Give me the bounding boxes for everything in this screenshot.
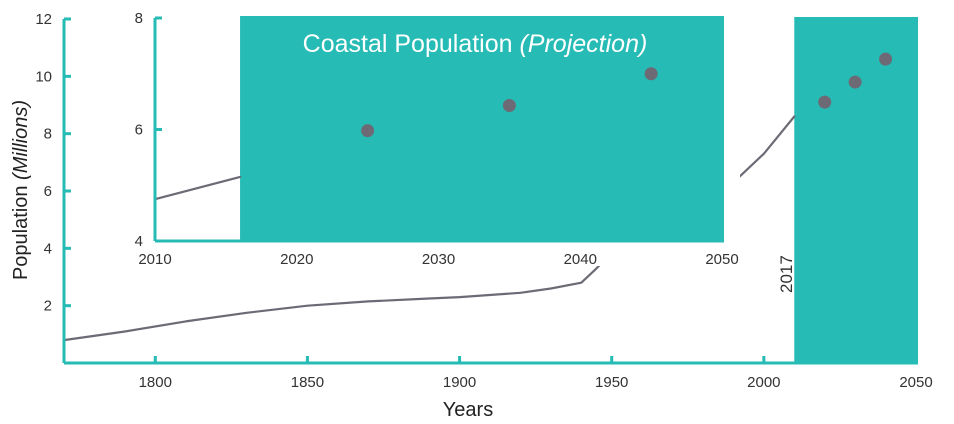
inset-data-point-2025 <box>361 124 375 138</box>
inset-population-series <box>153 175 242 201</box>
main-y-tick-label-12: 12 <box>35 11 52 28</box>
inset-y-tick-label-6: 6 <box>135 122 143 139</box>
inset-title: Coastal Population (Projection) <box>303 30 648 58</box>
inset-y-tick-label-8: 8 <box>135 10 143 27</box>
main-x-tick-label-1850: 1850 <box>291 374 324 391</box>
inset-data-point-2045 <box>644 67 658 81</box>
main-x-tick-label-2050: 2050 <box>899 374 932 391</box>
main-highlight-rect <box>794 17 918 363</box>
inset-highlight-band <box>240 16 725 241</box>
main-x-tick-label-1900: 1900 <box>443 374 476 391</box>
main-x-tick-label-1950: 1950 <box>595 374 628 391</box>
inset-x-tick-label-2030: 2030 <box>422 251 455 268</box>
inset-x-tick-label-2010: 2010 <box>138 251 171 268</box>
main-y-tick-label-4: 4 <box>44 240 52 257</box>
main-x-tick-label-1800: 1800 <box>139 374 172 391</box>
main-data-point-2020 <box>818 95 832 109</box>
inset-highlight-rect <box>240 16 725 241</box>
inset-title-main: Coastal Population <box>303 30 520 58</box>
main-y-tick-label-10: 10 <box>35 68 52 85</box>
main-y-tick-label-8: 8 <box>44 126 52 143</box>
inset-x-tick-label-2040: 2040 <box>564 251 597 268</box>
main-data-point-2030 <box>848 75 862 89</box>
y-axis-title: Population (Millions) <box>10 100 32 280</box>
projection-highlight-band <box>794 17 918 363</box>
main-x-tick-label-2000: 2000 <box>747 374 780 391</box>
inset-data-point-2035 <box>502 99 516 113</box>
main-axes: 1800 1850 1900 1950 2000 2050 2 4 6 8 10 12 <box>35 11 932 391</box>
inset-x-tick-label-2050: 2050 <box>705 251 738 268</box>
inset-projected-series <box>361 67 658 138</box>
x-axis-title: Years <box>443 399 493 421</box>
y-axis-title-unit: (Millions) <box>10 100 32 180</box>
inset-population-line <box>153 175 242 201</box>
projected-population-series <box>818 52 893 109</box>
main-data-point-2040 <box>879 52 893 66</box>
y-axis-title-main: Population <box>10 180 32 280</box>
inset-title-italic: (Projection) <box>519 30 647 58</box>
projection-year-label: 2017 <box>777 255 796 293</box>
inset-axes: 2010 2020 2030 2040 2050 4 6 8 <box>135 10 739 268</box>
main-y-tick-label-2: 2 <box>44 298 52 315</box>
main-y-tick-label-6: 6 <box>44 183 52 200</box>
inset-x-tick-label-2020: 2020 <box>280 251 313 268</box>
inset-y-tick-label-4: 4 <box>135 233 143 250</box>
